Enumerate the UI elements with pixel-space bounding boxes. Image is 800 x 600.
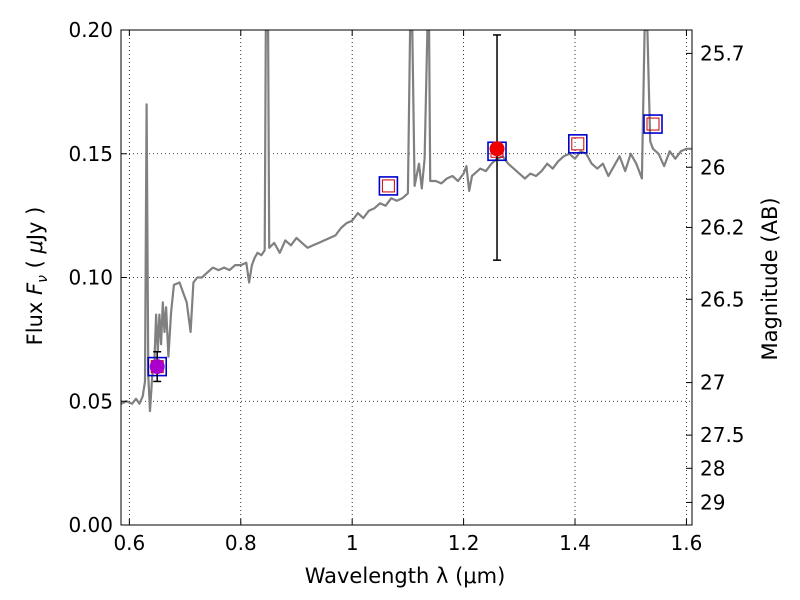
model-square-outer bbox=[567, 134, 588, 154]
spectrum-line bbox=[121, 30, 692, 413]
model-square-outer bbox=[378, 176, 399, 196]
x-tick-label: 1.6 bbox=[671, 531, 703, 555]
model-square-inner bbox=[646, 117, 660, 131]
y-tick-label: 0.20 bbox=[68, 18, 113, 42]
x-tick-label: 0.8 bbox=[225, 531, 257, 555]
y-tick-label: 0.00 bbox=[68, 513, 113, 537]
y-tick-label: 0.05 bbox=[68, 389, 113, 413]
x-axis-title: Wavelength λ (μm) bbox=[305, 564, 506, 588]
y-tick-label: 0.15 bbox=[68, 142, 113, 166]
observed-point bbox=[149, 359, 165, 375]
y-tick-label: 0.10 bbox=[68, 266, 113, 290]
grid-lines bbox=[121, 29, 692, 526]
y2-axis-title: Magnitude (AB) bbox=[758, 197, 782, 360]
observed-point bbox=[489, 141, 505, 157]
x-tick-label: 1.4 bbox=[559, 531, 591, 555]
y2-tick-label: 29 bbox=[700, 490, 725, 514]
y2-tick-label: 27.5 bbox=[700, 423, 745, 447]
plot-frame bbox=[120, 29, 693, 526]
y2-tick-label: 27 bbox=[700, 371, 725, 395]
model-square-outer bbox=[643, 114, 663, 134]
y2-tick-label: 26 bbox=[700, 155, 725, 179]
plot-area bbox=[121, 30, 692, 413]
x-tick-label: 1.2 bbox=[448, 531, 480, 555]
y2-tick-label: 25.7 bbox=[700, 41, 745, 65]
x-tick-label: 1 bbox=[346, 531, 359, 555]
y2-tick-label: 28 bbox=[700, 456, 725, 480]
y-axis-title: Flux Fν ( μJy ) bbox=[23, 207, 51, 346]
axis-ticks: 0.6 0.8 1 1.2 1.4 1.6 0.00 0.05 0.10 0.15 0.20 25.7… bbox=[68, 18, 744, 555]
y2-tick-label: 26.5 bbox=[700, 287, 745, 311]
model-square-inner bbox=[381, 179, 395, 193]
model-square-inner bbox=[571, 137, 585, 151]
x-tick-label: 0.6 bbox=[113, 531, 145, 555]
y2-tick-label: 26.2 bbox=[700, 215, 745, 239]
